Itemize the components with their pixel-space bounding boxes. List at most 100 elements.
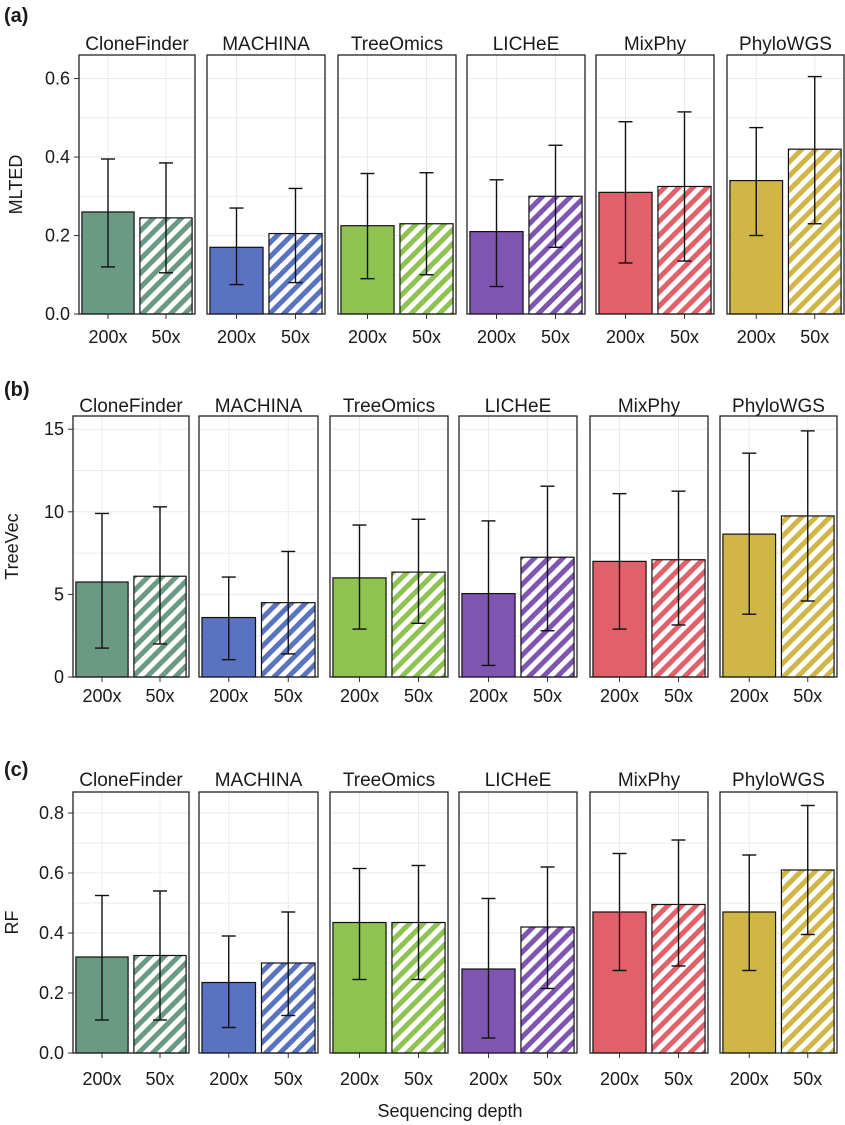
x-tick-label: 50x [541, 327, 570, 347]
facet-border [458, 415, 578, 678]
x-tick-label: 50x [145, 1069, 174, 1089]
facet-lichee: LICHeE 200x 50x [458, 770, 578, 1089]
facet-title: MixPhy [618, 396, 681, 417]
panel-label: (c) [4, 759, 28, 781]
error-bar [481, 520, 496, 667]
facet-mixphy: MixPhy 200x 50x [589, 396, 709, 706]
facet-title: CloneFinder [79, 770, 183, 791]
facet-title: LICHeE [493, 34, 560, 55]
error-bar [677, 111, 692, 262]
x-tick-label: 200x [600, 686, 639, 706]
facet-treeomics: TreeOmics 200x 50x [329, 396, 449, 706]
facet-border [589, 415, 709, 678]
error-bar [360, 172, 375, 280]
x-axis-title: Sequencing depth [377, 1101, 522, 1121]
facet-border [329, 791, 449, 1054]
error-bar [95, 894, 109, 1021]
error-bar [101, 158, 115, 268]
x-tick-label: 200x [737, 327, 776, 347]
error-bar [742, 452, 757, 615]
y-tick-label: 0.2 [39, 983, 64, 1003]
x-tick-label: 50x [793, 1069, 822, 1089]
facet-mixphy: MixPhy 200x 50x [595, 34, 715, 347]
facet-border [206, 54, 326, 315]
error-bar [671, 839, 686, 967]
x-tick-label: 200x [209, 1069, 248, 1089]
facet-title: CloneFinder [85, 34, 189, 55]
facet-phylowgs: PhyloWGS 200x 50x [719, 770, 838, 1089]
error-bar [411, 518, 426, 625]
facet-clonefinder: CloneFinder 200x 50x [72, 396, 190, 706]
facet-border [589, 791, 709, 1054]
y-tick-label: 15 [44, 419, 64, 439]
error-bar [671, 490, 686, 626]
facet-border [726, 54, 845, 315]
facet-treeomics: TreeOmics 200x 50x [337, 34, 457, 347]
y-axis-title: RF [2, 911, 22, 935]
facet-machina: MACHINA 200x 50x [198, 396, 319, 706]
facet-machina: MACHINA 200x 50x [198, 770, 319, 1089]
x-tick-label: 200x [340, 686, 379, 706]
facet-clonefinder: CloneFinder 200x 50x [78, 34, 196, 347]
x-tick-label: 50x [664, 1069, 693, 1089]
facet-title: MACHINA [222, 34, 310, 55]
error-bar [281, 550, 296, 655]
error-bar [352, 524, 367, 630]
x-tick-label: 50x [151, 327, 180, 347]
facet-title: MixPhy [624, 34, 687, 55]
facet-title: PhyloWGS [732, 770, 825, 791]
facet-border [72, 791, 190, 1054]
x-tick-label: 200x [600, 1069, 639, 1089]
x-tick-label: 200x [469, 686, 508, 706]
facet-title: PhyloWGS [739, 34, 832, 55]
facet-title: CloneFinder [79, 396, 183, 417]
facet-border [72, 415, 190, 678]
facet-border [719, 791, 838, 1054]
facet-border [466, 54, 586, 315]
x-tick-label: 200x [730, 1069, 769, 1089]
error-bar [548, 144, 563, 248]
y-tick-label: 0.0 [45, 304, 70, 324]
error-bar [352, 867, 367, 981]
x-tick-label: 50x [404, 686, 433, 706]
error-bar [800, 430, 815, 602]
facet-title: PhyloWGS [732, 396, 825, 417]
y-tick-label: 0 [54, 667, 64, 687]
facet-treeomics: TreeOmics 200x 50x [329, 770, 449, 1089]
x-tick-label: 50x [281, 327, 310, 347]
facet-title: TreeOmics [343, 770, 435, 791]
facet-title: LICHeE [485, 396, 552, 417]
error-bar [800, 804, 815, 936]
x-tick-label: 200x [82, 686, 121, 706]
y-tick-label: 0.0 [39, 1043, 64, 1063]
panel-label: (b) [4, 379, 30, 401]
y-tick-label: 0.6 [45, 69, 70, 89]
facet-title: TreeOmics [351, 34, 443, 55]
facet-lichee: LICHeE 200x 50x [458, 396, 578, 706]
error-bar [221, 576, 236, 661]
facet-border [719, 415, 838, 678]
error-bar [612, 492, 627, 630]
x-tick-label: 200x [82, 1069, 121, 1089]
x-tick-label: 50x [793, 686, 822, 706]
x-tick-label: 50x [664, 686, 693, 706]
facet-title: MACHINA [215, 770, 303, 791]
error-bar [95, 512, 109, 649]
x-tick-label: 200x [606, 327, 645, 347]
error-bar [618, 121, 633, 264]
y-tick-label: 5 [54, 584, 64, 604]
facet-border [198, 791, 319, 1054]
y-tick-label: 0.4 [39, 923, 64, 943]
x-tick-label: 50x [800, 327, 829, 347]
x-tick-label: 200x [209, 686, 248, 706]
error-bar [489, 179, 504, 288]
facet-border [78, 54, 196, 315]
facet-border [337, 54, 457, 315]
facet-title: MACHINA [215, 396, 303, 417]
error-bar [411, 864, 426, 981]
error-bar [229, 207, 244, 286]
